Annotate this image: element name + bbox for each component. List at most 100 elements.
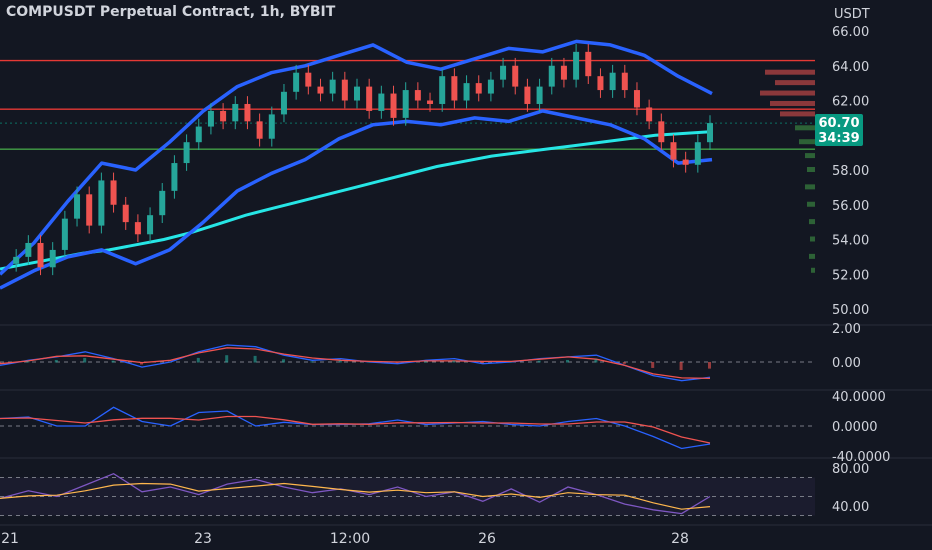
bollinger-upper — [0, 39, 713, 276]
candle-body — [366, 86, 373, 111]
candle-body — [658, 121, 665, 143]
candle-body — [402, 90, 409, 118]
volume-profile-bar — [805, 153, 815, 159]
candle-body — [232, 103, 239, 122]
candle-body — [487, 79, 494, 94]
candle-body — [317, 86, 324, 94]
candle-body — [329, 79, 336, 94]
price-tick-label: 58.00 — [832, 164, 869, 179]
candle-body — [195, 126, 202, 143]
price-axis[interactable]: 66.00 64.00 62.00 58.00 56.00 54.00 52.00 50.00… — [832, 25, 890, 515]
time-axis[interactable]: 21 23 12:00 26 28 — [1, 531, 689, 547]
candle-body — [609, 72, 616, 91]
macd-histogram-bar — [83, 357, 87, 363]
candle-body — [512, 65, 519, 87]
macd-histogram-bar — [509, 362, 513, 363]
macd-histogram-bar — [168, 362, 172, 363]
volume-profile-bar — [799, 139, 815, 145]
candle-body — [500, 65, 507, 80]
macd-histogram-bar — [140, 362, 143, 365]
macd-histogram-bar — [367, 362, 371, 363]
last-price-badge-bg — [815, 114, 863, 146]
volume-profile-bar — [809, 219, 815, 225]
currency-label: USDT — [834, 7, 870, 22]
candle-body — [682, 159, 689, 165]
price-tick-label: 56.00 — [832, 199, 869, 214]
volume-profile-bar — [795, 125, 815, 131]
candle-body — [646, 107, 653, 122]
price-tick-label: 64.00 — [832, 60, 869, 75]
candle-body — [585, 51, 592, 77]
indicator-tick-label: 2.00 — [832, 322, 861, 337]
indicator-tick-label: 40.0000 — [832, 390, 886, 405]
candle-body — [293, 72, 300, 92]
candle-body — [560, 65, 567, 80]
candle-body — [694, 142, 701, 165]
price-tick-label: 54.00 — [832, 234, 869, 249]
indicator-tick-label: 0.0000 — [832, 420, 878, 435]
candle-body — [134, 222, 141, 235]
macd-histogram-bar — [54, 359, 58, 363]
macd-histogram-bar — [424, 361, 427, 363]
candle-body — [61, 218, 68, 250]
candle-body — [597, 76, 604, 91]
volume-profile-bar — [770, 100, 815, 106]
volume-profile-bar — [807, 201, 815, 207]
time-tick-label: 28 — [671, 531, 689, 547]
candle-body — [13, 256, 20, 264]
candle-body — [390, 93, 397, 118]
macd-histogram-bar — [310, 361, 314, 363]
macd-signal — [0, 347, 711, 380]
bollinger-bands — [0, 39, 713, 290]
indicator-tick-label: 0.00 — [832, 356, 861, 371]
rsi-signal — [0, 482, 711, 510]
candle-body — [524, 86, 531, 104]
volume-profile-bar — [811, 267, 815, 273]
candle-body — [220, 110, 227, 122]
candle-body — [159, 190, 166, 216]
candle-body — [147, 215, 154, 235]
bollinger-lower — [0, 109, 713, 290]
volume-profile-bar — [780, 111, 815, 117]
last-price-value: 60.70 — [818, 116, 859, 131]
candle-body — [341, 79, 348, 101]
candle-body — [49, 249, 56, 268]
ma200-line — [0, 130, 711, 271]
time-tick-label: 12:00 — [330, 531, 370, 547]
time-tick-label: 26 — [478, 531, 496, 547]
candle-body — [354, 86, 360, 101]
macd-histogram-bar — [26, 361, 30, 363]
candle-body — [414, 90, 421, 101]
ma200-series — [0, 130, 711, 271]
candle-body — [670, 142, 677, 160]
candle-body — [244, 103, 251, 122]
candle-body — [427, 100, 434, 104]
volume-profile-bar — [807, 167, 815, 172]
macd-histogram-bar — [708, 362, 711, 369]
macd-histogram-bar — [196, 357, 200, 363]
candle-body — [280, 91, 287, 115]
volume-profile-bar — [810, 236, 815, 242]
candle-body — [573, 51, 580, 80]
price-tick-label: 52.00 — [832, 268, 869, 283]
macd-histogram-bar — [594, 359, 598, 363]
macd-histogram-bar — [480, 362, 484, 364]
candle-body — [475, 83, 482, 94]
candle-body — [183, 142, 190, 164]
last-price-badge: 60.70 34:39 — [815, 114, 863, 146]
macd-histogram-bar — [566, 359, 569, 363]
candle-body — [98, 180, 105, 226]
price-tick-label: 66.00 — [832, 25, 869, 40]
candle-body — [207, 110, 214, 127]
candle-body — [268, 114, 275, 139]
macd-histogram-bar — [452, 360, 456, 363]
candle-body — [110, 180, 117, 205]
macd-histogram-bar — [622, 362, 626, 364]
candle-body — [25, 242, 32, 257]
time-tick-label: 23 — [194, 531, 212, 547]
candle-body — [621, 72, 628, 91]
chart-title: COMPUSDT Perpetual Contract, 1h, BYBIT — [6, 4, 336, 20]
candle-body — [86, 194, 93, 226]
candle-body — [536, 86, 543, 104]
